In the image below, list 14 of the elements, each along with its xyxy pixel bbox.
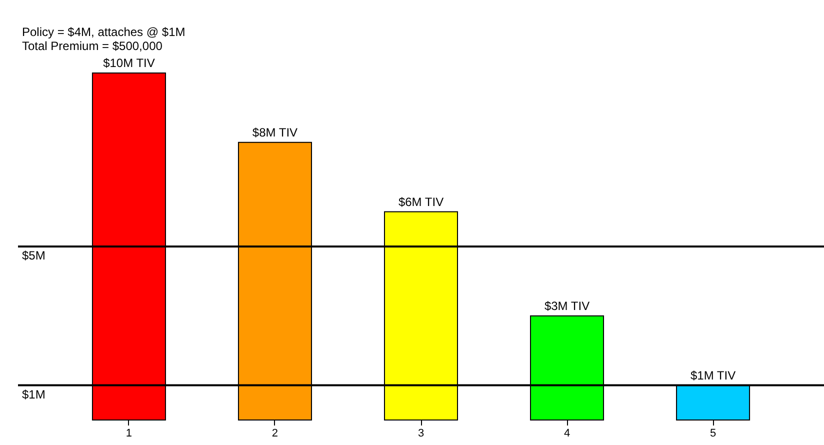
data-label: $10M TIV xyxy=(103,56,155,70)
x-tick-label: 3 xyxy=(418,428,424,440)
ref-line-label: $5M xyxy=(22,248,46,262)
x-tick-label: 5 xyxy=(710,428,716,440)
chart-title: Policy = $4M, attaches @ $1M xyxy=(22,25,186,39)
ref-line-label: $1M xyxy=(22,387,46,402)
x-tick-label: 1 xyxy=(126,428,132,440)
data-label: $3M TIV xyxy=(544,298,590,313)
data-label: $8M TIV xyxy=(252,125,298,140)
x-tick-label: 4 xyxy=(564,428,570,440)
data-label: $1M TIV xyxy=(690,368,736,382)
chart-subtitle: Total Premium = $500,000 xyxy=(22,39,163,53)
x-tick-label: 2 xyxy=(272,428,278,440)
data-label: $6M TIV xyxy=(398,194,444,209)
